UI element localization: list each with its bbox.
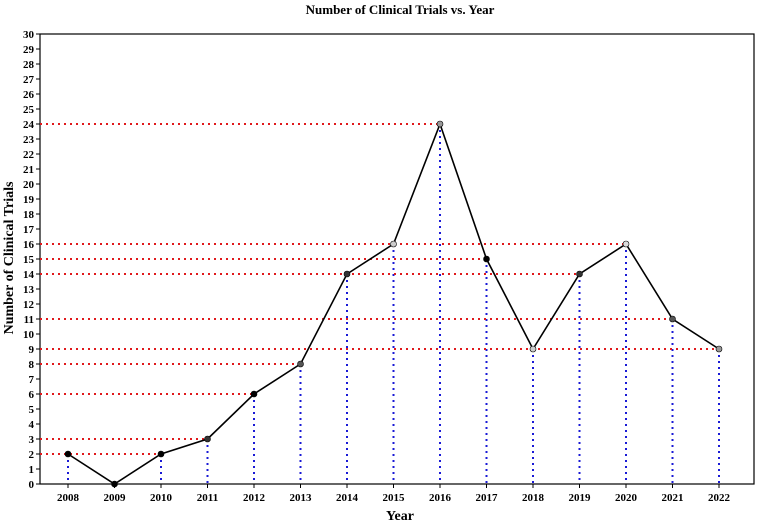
y-tick-label: 17 [23,224,35,236]
data-point [436,120,444,128]
y-axis-label: Number of Clinical Trials [2,181,17,334]
data-point [111,480,118,488]
x-tick-label: 2019 [569,492,592,504]
y-tick-label: 0 [29,479,35,491]
y-tick-label: 9 [29,344,35,356]
data-point [64,450,72,458]
y-tick-label: 14 [23,269,35,281]
x-tick-label: 2014 [336,492,359,504]
x-axis-label: Year [386,509,414,523]
x-tick-label: 2009 [104,492,127,504]
x-tick-label: 2020 [615,492,638,504]
y-tick-label: 1 [29,464,35,476]
y-tick-label: 21 [23,164,34,176]
data-point [483,255,490,263]
y-tick-label: 12 [23,299,35,311]
y-tick-label: 18 [23,209,35,221]
y-tick-label: 15 [23,254,35,266]
x-tick-label: 2015 [383,492,406,504]
data-point [622,240,630,248]
y-tick-label: 28 [23,59,35,71]
x-tick-label: 2010 [150,492,173,504]
data-point [715,345,723,353]
x-tick-label: 2018 [522,492,545,504]
y-tick-label: 27 [23,74,35,86]
data-point [157,450,165,458]
y-tick-label: 24 [23,119,35,131]
y-tick-label: 25 [23,104,35,116]
y-tick-label: 11 [24,314,34,326]
y-tick-label: 3 [29,434,35,446]
x-tick-label: 2012 [243,492,266,504]
y-tick-label: 8 [29,359,35,371]
y-tick-label: 10 [23,329,35,341]
data-point [343,270,351,278]
data-point [529,345,537,353]
data-point [390,240,397,248]
plot-area: 0123456789101112131415161718192021222324… [23,29,755,504]
x-tick-label: 2013 [290,492,313,504]
y-tick-label: 6 [29,389,35,401]
y-tick-label: 22 [23,149,35,161]
x-tick-label: 2011 [197,492,218,504]
y-tick-label: 30 [23,29,35,41]
x-tick-label: 2021 [662,492,684,504]
y-tick-label: 29 [23,44,35,56]
y-tick-label: 26 [23,89,35,101]
data-point [297,360,304,368]
data-point [669,315,676,323]
data-point [576,270,583,278]
y-tick-label: 13 [23,284,35,296]
y-tick-label: 4 [29,419,35,431]
x-tick-label: 2008 [57,492,80,504]
y-tick-label: 5 [29,404,35,416]
y-tick-label: 16 [23,239,35,251]
y-tick-label: 7 [29,374,35,386]
y-tick-label: 19 [23,194,35,206]
y-tick-label: 20 [23,179,35,191]
y-tick-label: 23 [23,134,35,146]
chart-title: Number of Clinical Trials vs. Year [306,2,495,17]
x-tick-label: 2016 [429,492,452,504]
plot-frame [39,33,755,485]
y-tick-label: 2 [29,449,35,461]
data-point [250,390,258,398]
data-point [204,435,211,443]
x-tick-label: 2022 [708,492,731,504]
x-tick-label: 2017 [476,492,499,504]
